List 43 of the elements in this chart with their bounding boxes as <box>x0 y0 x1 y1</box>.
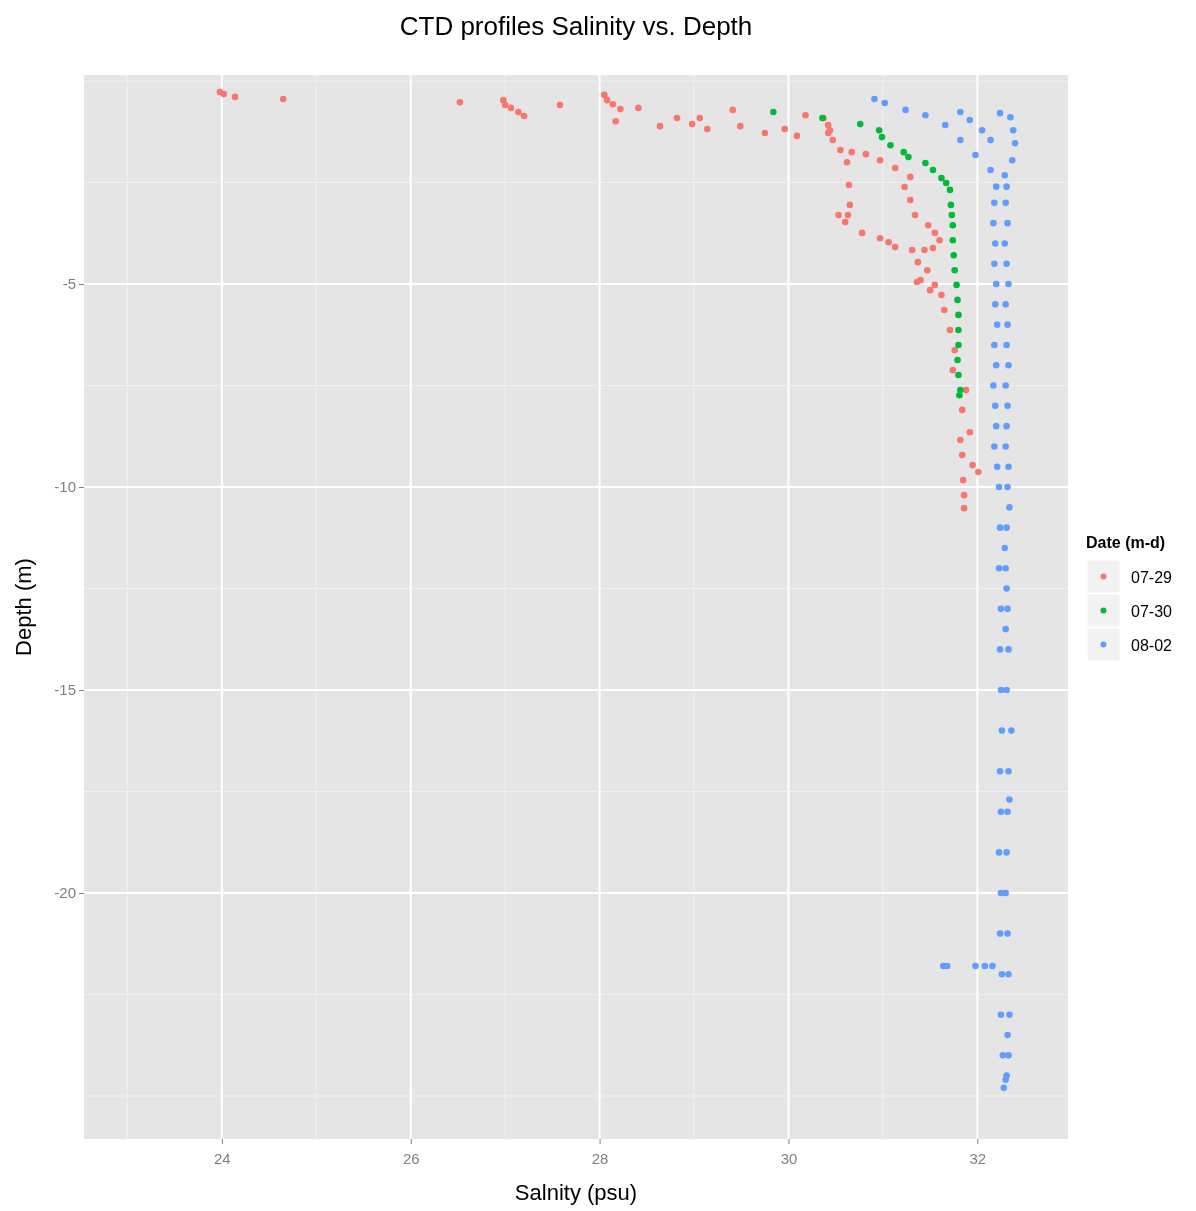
x-tick-label: 28 <box>591 1149 609 1167</box>
point <box>946 186 954 194</box>
point <box>900 148 907 156</box>
y-tick-label: -15 <box>54 681 76 699</box>
x-tick-label: 32 <box>969 1149 987 1167</box>
point <box>954 356 961 364</box>
point <box>770 108 777 116</box>
y-axis-title: Depth (m) <box>11 558 36 656</box>
point <box>942 179 950 187</box>
y-tick-label: -10 <box>54 478 76 496</box>
x-tick-label: 26 <box>402 1149 420 1167</box>
point <box>948 211 956 219</box>
y-tick-label: -20 <box>54 884 76 902</box>
point <box>875 126 883 134</box>
point <box>951 266 958 274</box>
point <box>949 221 957 229</box>
point <box>955 371 962 379</box>
point <box>955 341 962 349</box>
x-axis-title: Salnity (psu) <box>514 1180 638 1205</box>
point <box>878 133 886 141</box>
point <box>955 311 962 319</box>
point <box>957 386 964 394</box>
x-tick-label: 30 <box>780 1149 798 1167</box>
legend-title: Date (m-d) <box>1086 534 1166 551</box>
point <box>954 296 961 304</box>
point <box>950 251 958 259</box>
y-tick-label: -5 <box>62 275 76 293</box>
point <box>922 159 929 167</box>
point <box>947 201 955 209</box>
legend-label: 08-02 <box>1131 637 1173 654</box>
point <box>938 174 945 182</box>
point <box>856 120 864 128</box>
point <box>949 236 957 244</box>
point <box>953 281 960 289</box>
chart-title: CTD profiles Salinity vs. Depth <box>399 11 753 41</box>
legend-label: 07-30 <box>1131 603 1173 620</box>
point <box>887 141 894 149</box>
point <box>956 392 963 399</box>
point <box>929 166 937 174</box>
point <box>905 153 912 161</box>
legend-label: 07-29 <box>1131 569 1173 586</box>
x-tick-label: 24 <box>214 1149 231 1167</box>
point <box>955 326 962 334</box>
